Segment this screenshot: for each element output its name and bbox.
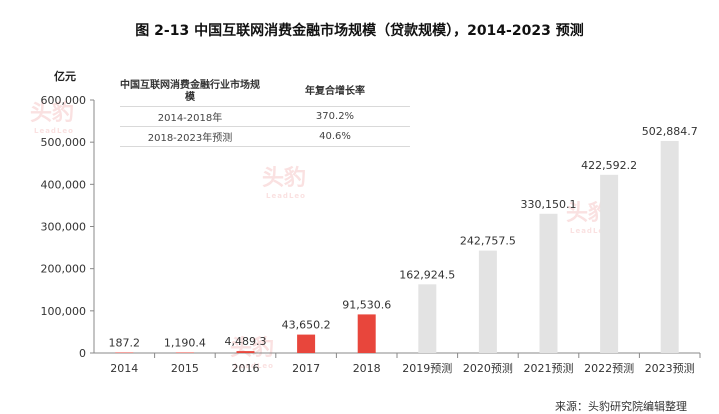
- x-tick-label: 2019预测: [402, 362, 452, 375]
- x-tick-label: 2022预测: [584, 362, 634, 375]
- data-label: 4,489.3: [225, 335, 267, 348]
- growth-rate-table: 中国互联网消费金融行业市场规模 年复合增长率 2014-2018年 370.2%…: [120, 78, 410, 147]
- data-label: 187.2: [109, 337, 141, 350]
- source-note: 来源：头豹研究院编辑整理: [555, 400, 687, 413]
- data-label: 330,150.1: [521, 198, 577, 211]
- table-cell-period: 2014-2018年: [120, 106, 260, 127]
- bar: [175, 352, 194, 353]
- table-row: 2018-2023年预测 40.6%: [120, 126, 410, 147]
- bar: [357, 314, 376, 353]
- x-tick-label: 2018: [353, 362, 381, 375]
- chart-title: 图 2-13 中国互联网消费金融市场规模（贷款规模），2014-2023 预测: [135, 23, 584, 39]
- bar: [539, 213, 558, 353]
- bar: [478, 250, 497, 353]
- table-cell-period: 2018-2023年预测: [120, 126, 260, 147]
- table-cell-cagr: 370.2%: [260, 106, 410, 127]
- data-label: 1,190.4: [164, 336, 206, 349]
- table-header-cagr: 年复合增长率: [305, 86, 365, 97]
- x-tick-label: 2014: [110, 362, 138, 375]
- y-tick-label: 300,000: [41, 221, 87, 234]
- table-cell-cagr: 40.6%: [260, 126, 410, 147]
- data-label: 422,592.2: [581, 159, 637, 172]
- y-tick-label: 100,000: [41, 305, 87, 318]
- x-tick-label: 2023预测: [645, 362, 695, 375]
- bar: [418, 284, 437, 353]
- data-label: 162,924.5: [399, 268, 455, 281]
- y-tick-label: 0: [79, 347, 86, 360]
- x-tick-label: 2020预测: [463, 362, 513, 375]
- bar: [600, 174, 619, 353]
- bar: [236, 351, 255, 353]
- y-axis-unit-label: 亿元: [54, 70, 76, 83]
- y-tick-label: 600,000: [41, 94, 87, 107]
- table-header-row: 中国互联网消费金融行业市场规模 年复合增长率: [120, 78, 410, 107]
- table-header-segment: 中国互联网消费金融行业市场规模: [120, 80, 260, 103]
- table-row: 2014-2018年 370.2%: [120, 106, 410, 127]
- data-label: 91,530.6: [342, 298, 391, 311]
- data-label: 502,884.7: [642, 125, 698, 138]
- bar: [297, 334, 316, 353]
- y-tick-label: 400,000: [41, 178, 87, 191]
- x-tick-label: 2021预测: [524, 362, 574, 375]
- data-label: 242,757.5: [460, 235, 516, 248]
- x-tick-label: 2017: [292, 362, 320, 375]
- data-label: 43,650.2: [282, 319, 331, 332]
- y-tick-label: 500,000: [41, 136, 87, 149]
- bar: [115, 352, 134, 353]
- y-tick-label: 200,000: [41, 263, 87, 276]
- bar: [660, 140, 679, 353]
- x-tick-label: 2015: [171, 362, 199, 375]
- x-tick-label: 2016: [232, 362, 260, 375]
